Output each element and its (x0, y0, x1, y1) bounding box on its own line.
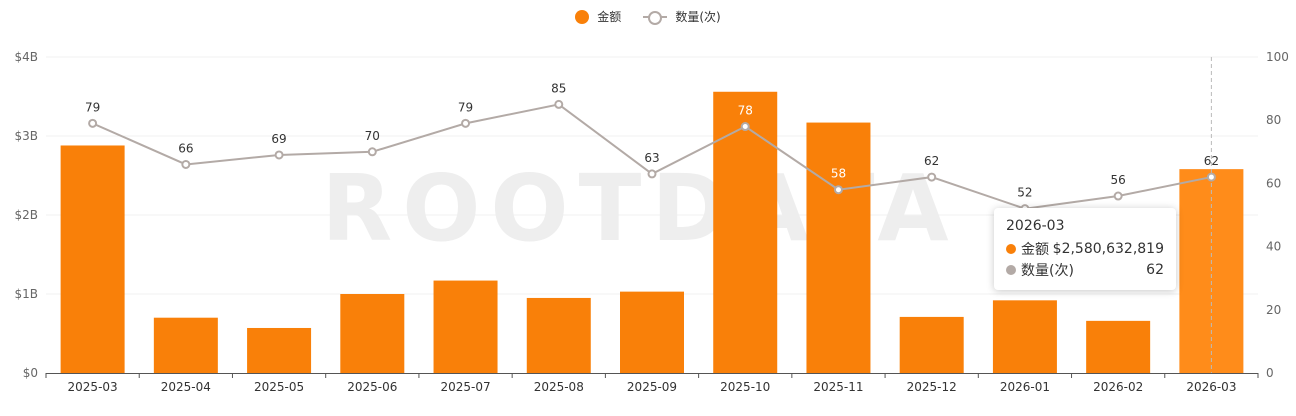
bar-2026-01 (992, 300, 1057, 373)
chart-tooltip: 2026-03 金额 $2,580,632,819 数量(次) 62 (994, 208, 1176, 290)
left-axis-tick-label: $3B (14, 129, 38, 143)
count-point-2025-09 (647, 169, 657, 179)
legend-item-amount[interactable]: 金额 (575, 8, 621, 25)
x-axis-tick-label: 2025-06 (347, 380, 397, 394)
tooltip-amount-label: 金额 (1021, 241, 1049, 258)
bar-2025-04 (153, 317, 218, 373)
bar-2025-06 (340, 294, 405, 373)
right-axis-tick-label: 60 (1266, 176, 1281, 190)
x-axis-tick-label: 2026-02 (1093, 380, 1143, 394)
count-data-label: 66 (178, 141, 193, 155)
bar-2025-10 (713, 91, 778, 373)
tooltip-title: 2026-03 (1006, 218, 1065, 234)
count-data-label: 56 (1111, 173, 1126, 187)
bar-2025-12 (899, 316, 964, 373)
count-point-2025-12 (927, 172, 937, 182)
count-point-2025-04 (181, 159, 191, 169)
count-point-2025-10 (740, 122, 750, 132)
count-data-label: 63 (644, 151, 659, 165)
bar-2025-07 (433, 280, 498, 373)
x-axis-tick-label: 2025-11 (813, 380, 863, 394)
count-point-2025-05 (274, 150, 284, 160)
x-axis-tick-label: 2025-10 (720, 380, 770, 394)
count-data-label: 78 (738, 104, 753, 118)
count-point-2025-06 (367, 147, 377, 157)
count-data-label: 52 (1017, 186, 1032, 200)
right-axis-tick-label: 80 (1266, 113, 1281, 127)
count-point-2026-02 (1113, 191, 1123, 201)
bar-2025-03 (60, 145, 125, 373)
tooltip-count-label: 数量(次) (1021, 262, 1074, 279)
x-axis-tick-label: 2025-08 (534, 380, 584, 394)
count-data-label: 58 (831, 167, 846, 181)
bar-2025-05 (247, 327, 312, 373)
x-axis-tick-label: 2025-09 (627, 380, 677, 394)
tooltip-amount-value: $2,580,632,819 (1052, 240, 1164, 257)
count-data-label: 70 (365, 129, 380, 143)
left-axis-tick-label: $0 (23, 366, 38, 380)
count-point-2025-03 (88, 118, 98, 128)
x-axis-tick-label: 2025-07 (440, 380, 490, 394)
left-axis-tick-label: $4B (14, 50, 38, 64)
chart-legend: 金额 数量(次) (0, 8, 1296, 25)
count-data-label: 69 (271, 132, 286, 146)
bar-2025-09 (620, 291, 684, 373)
count-point-2026-03 (1206, 172, 1216, 182)
tooltip-amount-dot (1006, 243, 1016, 254)
count-data-label: 79 (85, 100, 100, 114)
tooltip-count-value: 62 (1146, 261, 1164, 278)
right-axis-tick-label: 100 (1266, 50, 1289, 64)
right-axis-tick-label: 20 (1266, 303, 1281, 317)
x-axis-tick-label: 2025-04 (161, 380, 211, 394)
legend-amount-label: 金额 (597, 10, 622, 24)
legend-count-swatch (643, 10, 668, 25)
count-data-label: 62 (1204, 154, 1219, 168)
count-point-2025-08 (554, 99, 564, 109)
tooltip-count-dot (1006, 264, 1016, 275)
bar-2025-11 (806, 122, 871, 373)
legend-count-label: 数量(次) (675, 10, 721, 24)
count-data-label: 62 (924, 154, 939, 168)
bar-2025-08 (526, 297, 591, 373)
count-data-label: 85 (551, 81, 566, 95)
x-axis-tick-label: 2026-03 (1186, 380, 1236, 394)
right-axis-tick-label: 0 (1266, 366, 1274, 380)
bar-2026-02 (1086, 320, 1151, 373)
x-axis-tick-label: 2026-01 (1000, 380, 1050, 394)
x-axis-tick-label: 2025-03 (68, 380, 118, 394)
left-axis-tick-label: $1B (14, 287, 38, 301)
tooltip-row-amount: 金额 $2,580,632,819 (1006, 238, 1164, 259)
count-point-2025-11 (833, 185, 843, 195)
legend-amount-swatch (575, 9, 590, 24)
tooltip-row-count: 数量(次) 62 (1006, 259, 1164, 280)
right-axis-tick-label: 40 (1266, 240, 1281, 254)
x-axis-tick-label: 2025-12 (907, 380, 957, 394)
left-axis-tick-label: $2B (14, 208, 38, 222)
legend-item-count[interactable]: 数量(次) (643, 8, 721, 25)
count-point-2025-07 (461, 118, 471, 128)
x-axis-tick-label: 2025-05 (254, 380, 304, 394)
count-data-label: 79 (458, 100, 473, 114)
